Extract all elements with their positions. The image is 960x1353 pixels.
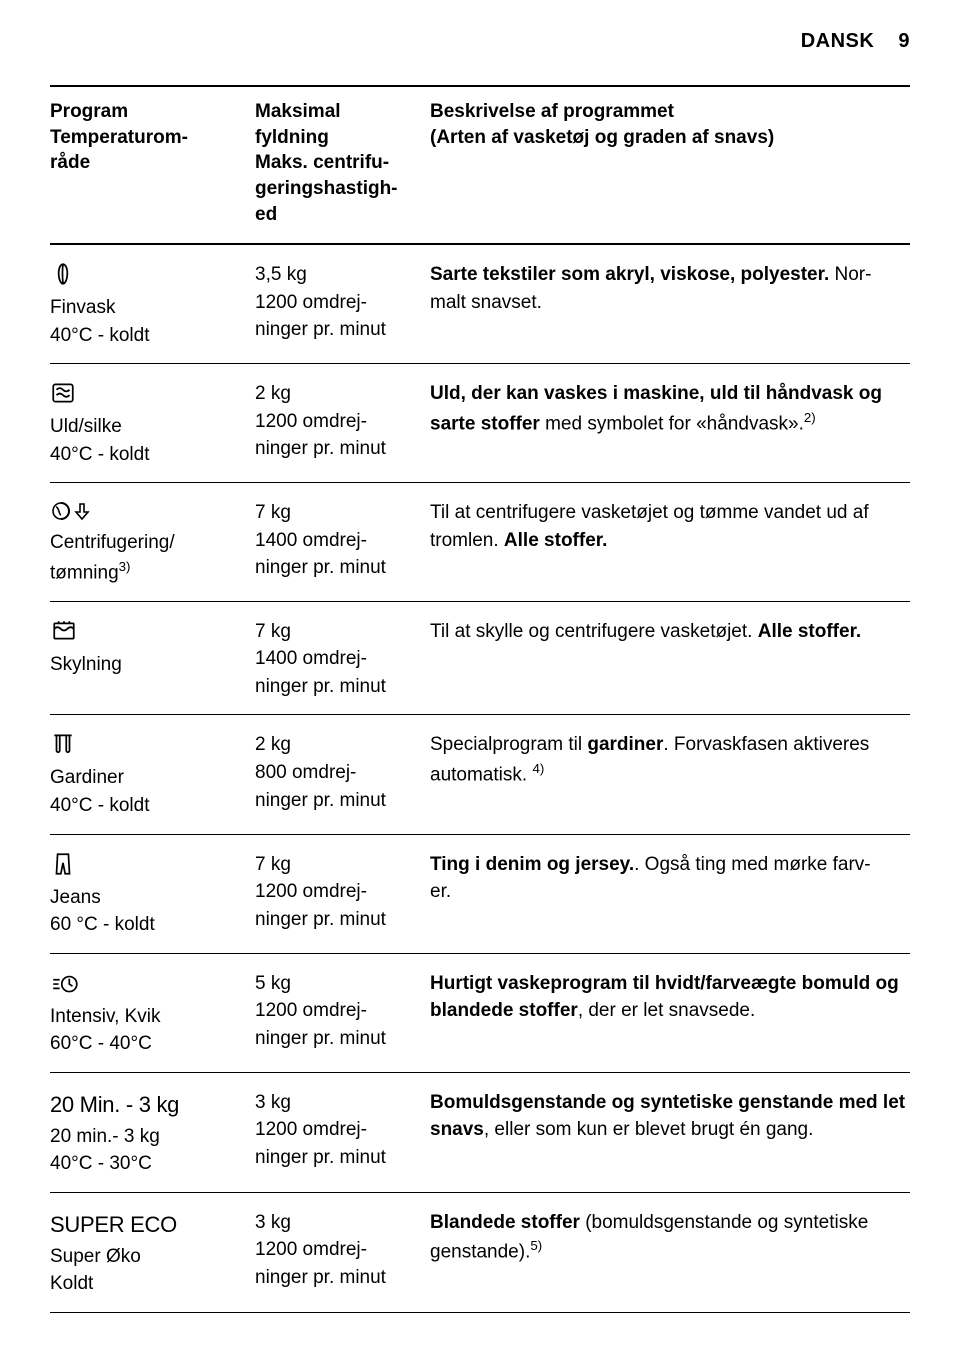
desc-bold: Alle stoffer. bbox=[758, 621, 861, 642]
load-cell: 7 kg1400 omdrej-ninger pr. minut bbox=[255, 618, 430, 701]
program-name: Gardiner bbox=[50, 764, 245, 792]
program-table: ProgramTemperaturom-råde Maksimalfyldnin… bbox=[50, 85, 910, 1313]
program-cell: Gardiner 40°C - koldt bbox=[50, 731, 255, 819]
program-cell: 20 Min. - 3 kg 20 min.- 3 kg 40°C - 30°C bbox=[50, 1089, 255, 1178]
load-cell: 2 kg1200 omdrej-ninger pr. minut bbox=[255, 380, 430, 468]
desc-sup: 4) bbox=[532, 761, 544, 776]
desc-cell: Til at skylle og centrifugere vasketøjet… bbox=[430, 618, 910, 701]
program-name: Super Øko bbox=[50, 1243, 245, 1271]
program-cell: Uld/silke 40°C - koldt bbox=[50, 380, 255, 468]
desc-bold: Ting i denim og jersey. bbox=[430, 854, 634, 875]
delicate-icon bbox=[50, 261, 245, 292]
table-header-row: ProgramTemperaturom-råde Maksimalfyldnin… bbox=[50, 87, 910, 245]
table-row: Finvask 40°C - koldt 3,5 kg1200 omdrej-n… bbox=[50, 245, 910, 364]
program-label: SUPER ECO bbox=[50, 1209, 245, 1241]
program-temp: Koldt bbox=[50, 1270, 245, 1298]
desc-bold: Blandede stoffer bbox=[430, 1212, 580, 1233]
desc-cell: Bomuldsgenstande og syntetiske genstande… bbox=[430, 1089, 910, 1178]
desc-text: , der er let snavsede. bbox=[578, 1000, 755, 1021]
desc-cell: Ting i denim og jersey.. Også ting med m… bbox=[430, 851, 910, 939]
load-cell: 3 kg1200 omdrej-ninger pr. minut bbox=[255, 1089, 430, 1178]
desc-bold: gardiner bbox=[587, 734, 663, 755]
program-temp: 60 °C - koldt bbox=[50, 911, 245, 939]
quick-icon bbox=[50, 970, 245, 1001]
load-cell: 5 kg1200 omdrej-ninger pr. minut bbox=[255, 970, 430, 1058]
program-cell: Intensiv, Kvik 60°C - 40°C bbox=[50, 970, 255, 1058]
table-row: Centrifugering/ tømning3) 7 kg1400 omdre… bbox=[50, 483, 910, 601]
spin-drain-icon bbox=[50, 499, 245, 527]
program-name2: tømning3) bbox=[50, 557, 245, 587]
wool-icon bbox=[50, 380, 245, 411]
program-cell: Jeans 60 °C - koldt bbox=[50, 851, 255, 939]
desc-cell: Specialprogram til gardiner. Forvaskfase… bbox=[430, 731, 910, 819]
program-temp: 60°C - 40°C bbox=[50, 1030, 245, 1058]
table-row: Skylning 7 kg1400 omdrej-ninger pr. minu… bbox=[50, 602, 910, 716]
program-label: 20 Min. - 3 kg bbox=[50, 1089, 245, 1121]
desc-cell: Blandede stoffer (bomuldsgenstande og sy… bbox=[430, 1209, 910, 1298]
page-number: 9 bbox=[898, 30, 910, 52]
program-temp: 40°C - koldt bbox=[50, 792, 245, 820]
page-header: DANSK 9 bbox=[50, 30, 910, 53]
program-name: Jeans bbox=[50, 884, 245, 912]
desc-text: , eller som kun er blevet brugt én gang. bbox=[484, 1119, 814, 1140]
header-description: Beskrivelse af programmet(Arten af vaske… bbox=[430, 99, 910, 227]
desc-sup: 5) bbox=[530, 1238, 542, 1253]
header-load: MaksimalfyldningMaks. centrifu-geringsha… bbox=[255, 99, 430, 227]
desc-text: Til at skylle og centrifugere vasketøjet… bbox=[430, 621, 758, 642]
desc-text: Specialprogram til bbox=[430, 734, 587, 755]
load-cell: 7 kg1400 omdrej-ninger pr. minut bbox=[255, 499, 430, 586]
program-name: 20 min.- 3 kg bbox=[50, 1123, 245, 1151]
table-row: Uld/silke 40°C - koldt 2 kg1200 omdrej-n… bbox=[50, 364, 910, 483]
header-program: ProgramTemperaturom-råde bbox=[50, 99, 255, 227]
program-cell: Skylning bbox=[50, 618, 255, 701]
table-row: Intensiv, Kvik 60°C - 40°C 5 kg1200 omdr… bbox=[50, 954, 910, 1073]
desc-bold: Alle stoffer. bbox=[504, 530, 607, 551]
desc-cell: Sarte tekstiler som akryl, viskose, poly… bbox=[430, 261, 910, 349]
program-temp: 40°C - koldt bbox=[50, 441, 245, 469]
rinse-icon bbox=[50, 618, 245, 649]
desc-bold: Sarte tekstiler som akryl, viskose, poly… bbox=[430, 264, 829, 285]
program-name: Finvask bbox=[50, 294, 245, 322]
load-cell: 3 kg1200 omdrej-ninger pr. minut bbox=[255, 1209, 430, 1298]
jeans-icon bbox=[50, 851, 245, 882]
program-cell: SUPER ECO Super Øko Koldt bbox=[50, 1209, 255, 1298]
program-name: Centrifugering/ bbox=[50, 529, 245, 557]
program-cell: Centrifugering/ tømning3) bbox=[50, 499, 255, 586]
desc-text: med symbolet for «håndvask». bbox=[540, 413, 804, 434]
table-row: SUPER ECO Super Øko Koldt 3 kg1200 omdre… bbox=[50, 1193, 910, 1313]
desc-cell: Hurtigt vaskeprogram til hvidt/farveægte… bbox=[430, 970, 910, 1058]
desc-text: Til at centrifugere vasketøjet og tømme … bbox=[430, 502, 869, 551]
language-label: DANSK bbox=[801, 30, 875, 52]
desc-cell: Til at centrifugere vasketøjet og tømme … bbox=[430, 499, 910, 586]
curtains-icon bbox=[50, 731, 245, 762]
table-row: 20 Min. - 3 kg 20 min.- 3 kg 40°C - 30°C… bbox=[50, 1073, 910, 1193]
table-row: Gardiner 40°C - koldt 2 kg800 omdrej-nin… bbox=[50, 715, 910, 834]
desc-cell: Uld, der kan vaskes i maskine, uld til h… bbox=[430, 380, 910, 468]
program-name: Uld/silke bbox=[50, 413, 245, 441]
desc-sup: 2) bbox=[804, 410, 816, 425]
load-cell: 2 kg800 omdrej-ninger pr. minut bbox=[255, 731, 430, 819]
load-cell: 7 kg1200 omdrej-ninger pr. minut bbox=[255, 851, 430, 939]
load-cell: 3,5 kg1200 omdrej-ninger pr. minut bbox=[255, 261, 430, 349]
program-cell: Finvask 40°C - koldt bbox=[50, 261, 255, 349]
table-row: Jeans 60 °C - koldt 7 kg1200 omdrej-ning… bbox=[50, 835, 910, 954]
program-temp: 40°C - koldt bbox=[50, 322, 245, 350]
program-name: Skylning bbox=[50, 651, 245, 679]
program-temp: 40°C - 30°C bbox=[50, 1150, 245, 1178]
program-name: Intensiv, Kvik bbox=[50, 1003, 245, 1031]
